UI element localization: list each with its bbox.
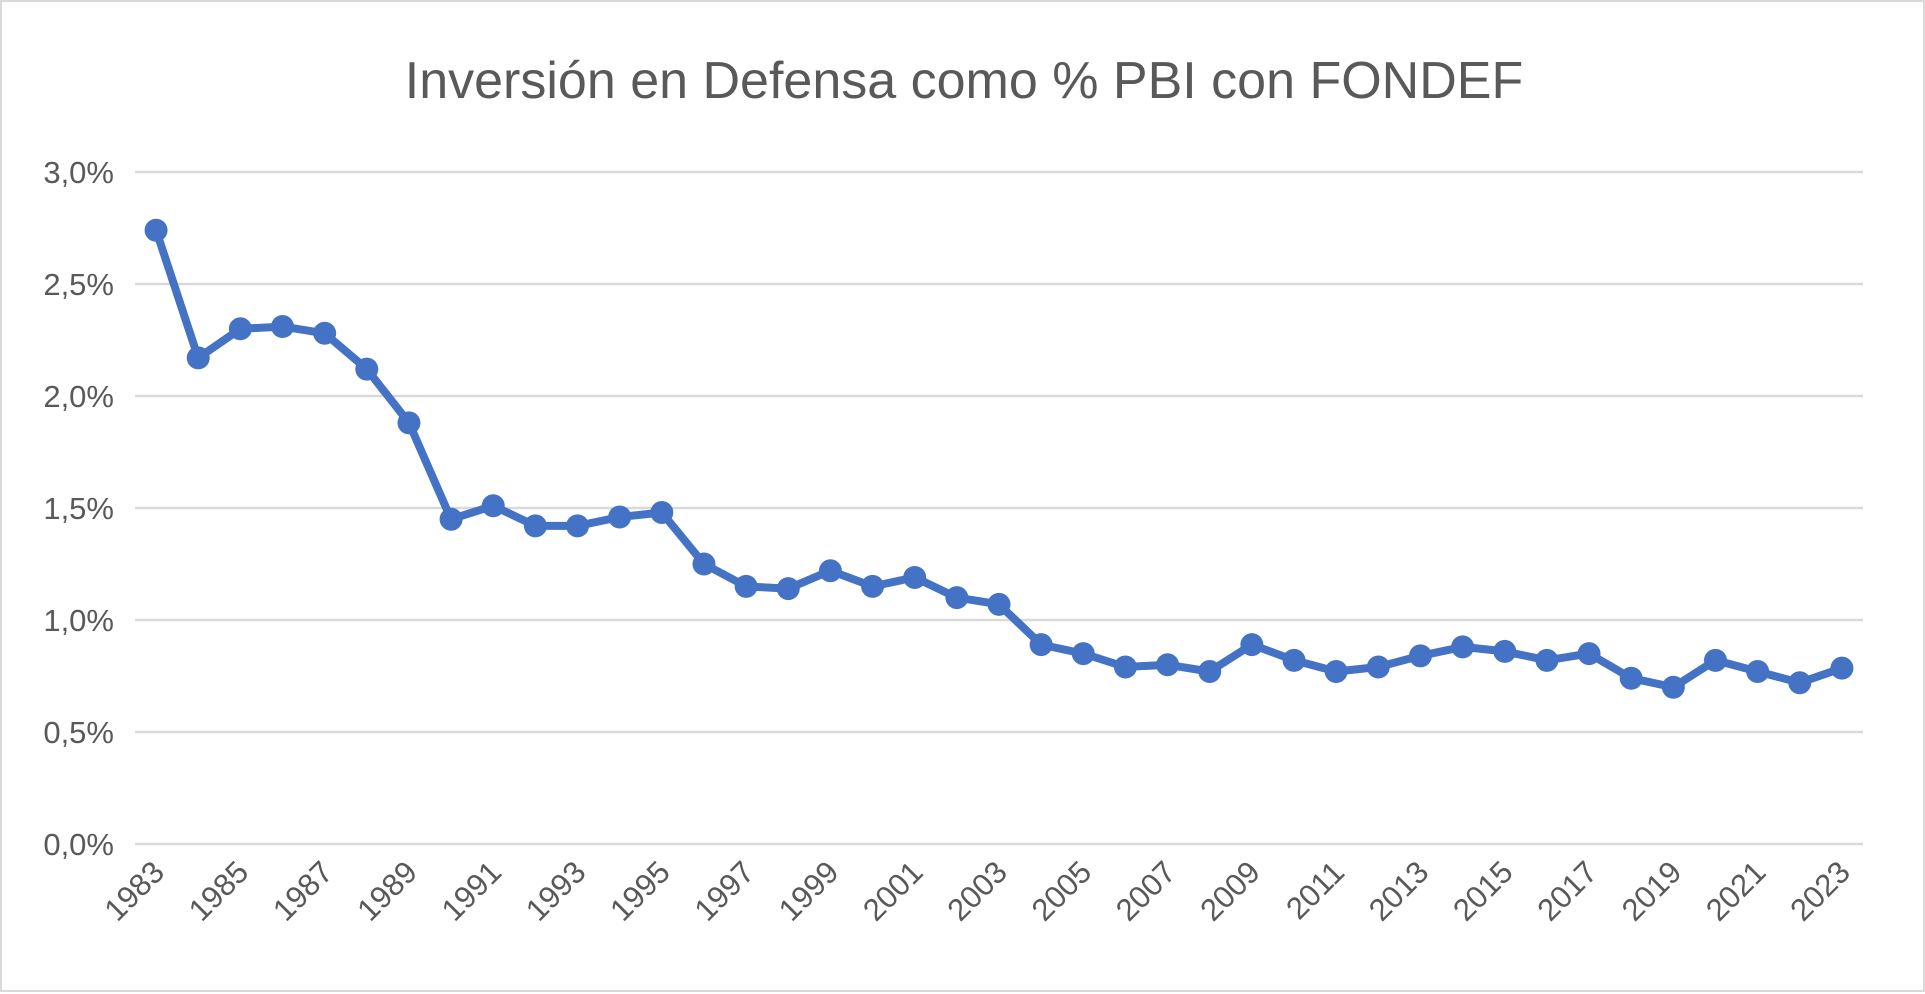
y-tick-label: 3,0%	[43, 155, 114, 190]
x-tick-label: 1985	[182, 854, 256, 928]
x-tick-label: 1991	[435, 854, 509, 928]
data-point-1984	[186, 346, 210, 370]
y-tick-label: 1,5%	[43, 491, 114, 526]
data-point-2023	[1830, 656, 1854, 680]
data-point-2022	[1788, 671, 1812, 695]
x-tick-label: 2021	[1699, 854, 1773, 928]
x-tick-label: 2013	[1362, 854, 1436, 928]
data-point-2007	[1156, 653, 1180, 677]
data-point-2004	[1029, 633, 1053, 657]
data-point-1994	[608, 505, 632, 529]
x-tick-label: 2017	[1530, 854, 1604, 928]
series-line	[152, 226, 1846, 692]
y-tick-label: 0,5%	[43, 715, 114, 750]
data-point-2018	[1619, 666, 1643, 690]
data-point-2008	[1198, 660, 1222, 684]
data-point-2006	[1113, 655, 1137, 679]
data-point-2017	[1577, 642, 1601, 666]
data-point-1993	[566, 514, 590, 538]
data-point-2013	[1408, 644, 1432, 668]
data-point-2003	[987, 592, 1011, 616]
x-tick-label: 1997	[688, 854, 762, 928]
x-tick-label: 2015	[1446, 854, 1520, 928]
x-tick-label: 2003	[940, 854, 1014, 928]
x-tick-label: 2005	[1025, 854, 1099, 928]
data-point-2000	[861, 574, 885, 598]
chart-title: Inversión en Defensa como % PBI con FOND…	[405, 52, 1523, 110]
data-point-1988	[355, 357, 379, 381]
data-point-1986	[271, 315, 295, 339]
x-tick-label: 2007	[1109, 854, 1183, 928]
data-point-1996	[692, 552, 716, 576]
y-axis: 0,0% 0,5% 1,0% 1,5% 2,0% 2,5% 3,0%	[43, 155, 114, 862]
x-tick-label: 2001	[856, 854, 930, 928]
data-point-1995	[650, 500, 674, 524]
x-tick-label: 2019	[1615, 854, 1689, 928]
y-tick-label: 1,0%	[43, 603, 114, 638]
data-point-1992	[523, 514, 547, 538]
y-tick-label: 0,0%	[43, 827, 114, 862]
x-tick-label: 1987	[266, 854, 340, 928]
data-point-1998	[776, 577, 800, 601]
data-point-2019	[1661, 675, 1685, 699]
data-point-2010	[1282, 648, 1306, 672]
data-point-2016	[1535, 648, 1559, 672]
data-point-2015	[1493, 639, 1517, 663]
y-tick-label: 2,0%	[43, 379, 114, 414]
data-point-1989	[397, 411, 421, 435]
data-point-1991	[481, 494, 505, 518]
x-axis: 1983 1985 1987 1989 1991 1993 1995 1997 1999 2001…	[98, 854, 1857, 928]
x-tick-label: 2009	[1193, 854, 1267, 928]
x-tick-label: 1993	[519, 854, 593, 928]
y-tick-label: 2,5%	[43, 267, 114, 302]
data-point-2020	[1703, 648, 1727, 672]
data-point-2005	[1071, 642, 1095, 666]
data-point-2011	[1324, 660, 1348, 684]
data-point-2014	[1451, 635, 1475, 659]
x-tick-label: 1983	[98, 854, 172, 928]
x-tick-label: 1995	[603, 854, 677, 928]
data-point-2021	[1746, 660, 1770, 684]
data-point-1999	[818, 559, 842, 583]
data-point-2009	[1240, 633, 1264, 657]
data-point-1987	[313, 321, 337, 345]
data-point-2001	[903, 565, 927, 589]
data-point-2002	[945, 586, 969, 610]
series	[144, 218, 1854, 699]
x-tick-label: 1989	[350, 854, 424, 928]
data-point-1997	[734, 574, 758, 598]
data-point-1990	[439, 507, 463, 531]
data-point-1985	[228, 317, 252, 341]
data-point-1983	[144, 218, 168, 242]
data-point-2012	[1366, 655, 1390, 679]
x-tick-label: 2011	[1279, 854, 1351, 926]
gridlines	[135, 170, 1863, 846]
x-tick-label: 2023	[1783, 854, 1857, 928]
x-tick-label: 1999	[772, 854, 846, 928]
